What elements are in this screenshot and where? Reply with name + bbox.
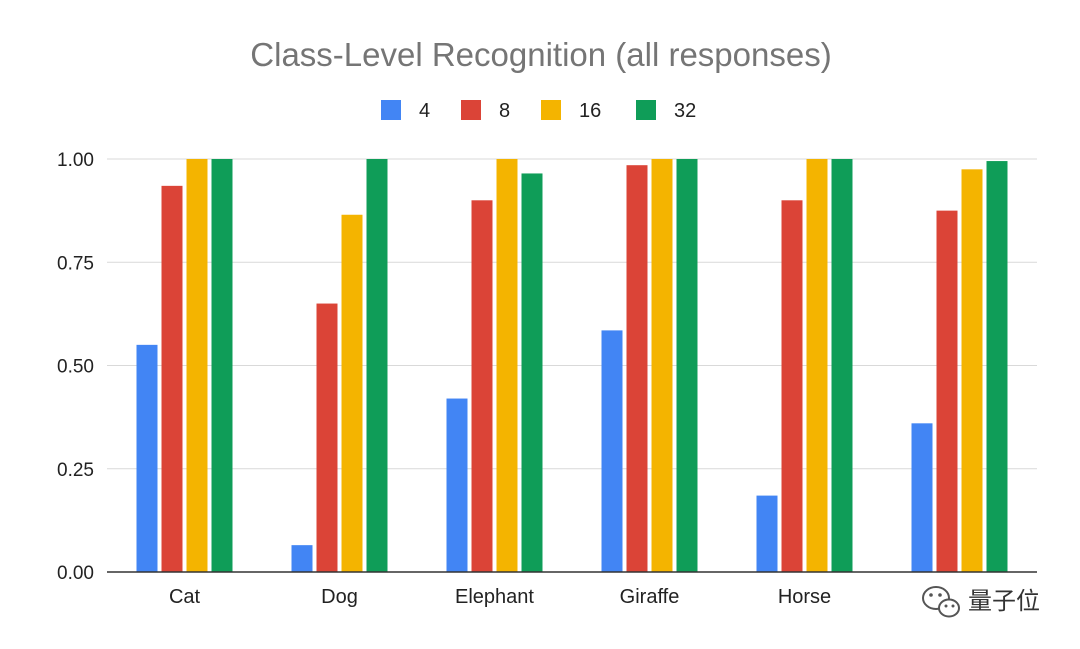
legend-label: 4 [419, 100, 430, 122]
legend-label: 8 [499, 100, 510, 122]
y-tick-label: 0.50 [57, 357, 94, 378]
bar [446, 398, 468, 572]
bar [341, 214, 363, 572]
legend-label: 16 [579, 100, 601, 122]
bar [626, 165, 648, 572]
bar [521, 173, 543, 572]
bar [936, 210, 958, 572]
bar [781, 200, 803, 573]
y-tick-label: 0.25 [57, 460, 94, 481]
legend-swatch [541, 100, 561, 120]
bar [496, 159, 518, 572]
bar [161, 185, 183, 572]
bar [211, 159, 233, 572]
bar [316, 303, 338, 572]
bar [756, 495, 778, 572]
bar [186, 159, 208, 572]
x-tick-label: Giraffe [620, 586, 680, 608]
bar [911, 423, 933, 572]
bar [291, 545, 313, 572]
chart-title: Class-Level Recognition (all responses) [250, 36, 831, 73]
bar [806, 159, 828, 572]
bar [601, 330, 623, 572]
legend-label: 32 [674, 100, 696, 122]
gridlines: 0.00 0.25 0.50 0.75 1.00 [57, 150, 1037, 584]
bar [136, 344, 158, 572]
legend-swatch [636, 100, 656, 120]
bar [676, 159, 698, 572]
watermark-text: 量子位 [968, 587, 1040, 615]
bar [471, 200, 493, 573]
x-tick-label: Horse [778, 586, 831, 608]
bar [961, 169, 983, 572]
x-tick-label: Cat [169, 586, 201, 608]
x-tick-label: Dog [321, 586, 358, 608]
bars: Cat Dog Elephant Giraffe Horse [136, 159, 1008, 608]
bar [366, 159, 388, 572]
y-tick-label: 0.00 [57, 563, 94, 584]
legend: 4 8 16 32 [381, 100, 696, 122]
watermark: 量子位 [922, 586, 1040, 618]
y-tick-label: 1.00 [57, 150, 94, 171]
y-tick-label: 0.75 [57, 253, 94, 274]
legend-swatch [381, 100, 401, 120]
bar [986, 161, 1008, 572]
bar [831, 159, 853, 572]
legend-swatch [461, 100, 481, 120]
x-tick-label: Elephant [455, 586, 534, 608]
bar [651, 159, 673, 572]
wechat-icon [922, 586, 960, 618]
